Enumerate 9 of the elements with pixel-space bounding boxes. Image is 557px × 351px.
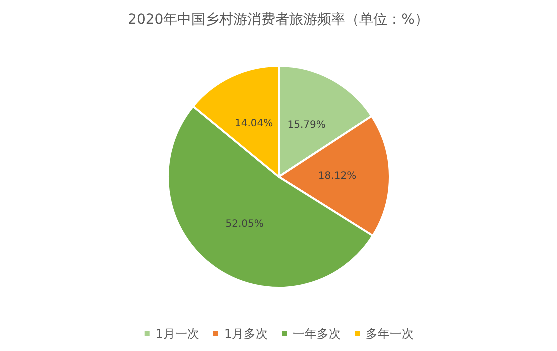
data-label: 18.12%: [318, 170, 357, 182]
legend-label: 多年一次: [366, 327, 414, 341]
chart-title: 2020年中国乡村游消费者旅游频率（单位：%）: [128, 12, 429, 28]
legend-label: 1月多次: [224, 327, 268, 341]
legend-label: 1月一次: [156, 327, 200, 341]
data-label: 52.05%: [226, 218, 264, 230]
data-label: 14.04%: [234, 118, 274, 130]
data-label: 15.79%: [288, 120, 326, 132]
legend-label: 一年多次: [293, 327, 342, 341]
